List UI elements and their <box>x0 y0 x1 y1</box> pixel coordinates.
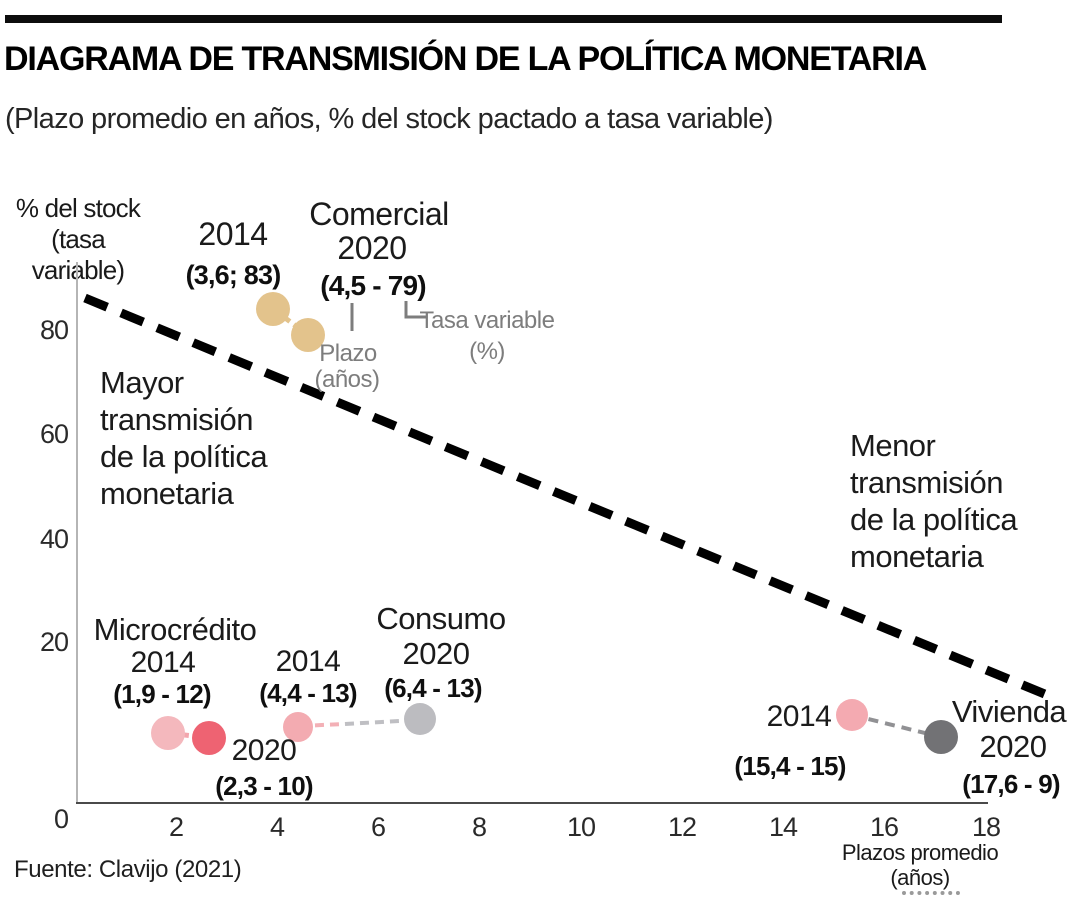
x-tick-4: 4 <box>269 812 285 842</box>
dotted-line-fragment <box>902 891 960 895</box>
x-tick-10: 10 <box>566 812 596 842</box>
chart-subtitle: (Plazo promedio en años, % del stock pac… <box>5 103 773 135</box>
vivienda-2014-year-label: 2014 <box>766 700 832 733</box>
y-tick-40: 40 <box>39 524 69 554</box>
vivienda-2014-coords-label: (15,4 - 15) <box>734 751 846 781</box>
y-tick-20: 20 <box>39 627 69 657</box>
consumo-2014-coords-label: (4,4 - 13) <box>259 678 357 708</box>
y-tick-60: 60 <box>39 419 69 449</box>
menor-line2: transmisión <box>850 465 1004 500</box>
menor-line3: de la política <box>850 502 1018 537</box>
y-axis-line <box>76 262 78 803</box>
vivienda-2014-point <box>836 699 868 731</box>
y-axis-title-line1: % del stock <box>15 193 141 223</box>
x-tick-16: 16 <box>869 812 899 842</box>
x-tick-14: 14 <box>768 812 798 842</box>
plazo-callout-line1: Plazo <box>319 340 377 367</box>
y-axis-title-line2: (tasa variable) <box>32 224 125 285</box>
comercial-2020-year-label: 2020 <box>337 230 407 266</box>
comercial-2014-coords-label: (3,6; 83) <box>185 260 282 290</box>
chart-title: DIAGRAMA DE TRANSMISIÓN DE LA POLÍTICA M… <box>4 40 927 78</box>
microcredito-2020-coords-label: (2,3 - 10) <box>215 771 313 801</box>
consumo-connector-line-gray <box>344 718 419 726</box>
mayor-line2: transmisión <box>100 402 254 437</box>
menor-transmision-annotation: Menor transmisión de la política monetar… <box>850 427 1018 575</box>
y-tick-80: 80 <box>39 315 69 345</box>
y-axis-title: % del stock (tasa variable) <box>8 193 148 286</box>
consumo-2014-year-label: 2014 <box>275 645 341 678</box>
mayor-line4: monetaria <box>100 476 234 511</box>
source-note: Fuente: Clavijo (2021) <box>14 856 242 883</box>
menor-line1: Menor <box>850 428 936 463</box>
comercial-name-label: Comercial <box>309 196 449 232</box>
vivienda-2020-year-label: 2020 <box>979 729 1047 764</box>
plazo-callout-line2: (años) <box>314 366 380 393</box>
comercial-2014-year-label: 2014 <box>198 216 268 252</box>
x-axis-title-line1: Plazos promedio <box>841 840 999 865</box>
origin-tick-0: 0 <box>53 804 69 834</box>
x-axis-line <box>76 802 988 804</box>
top-rule <box>5 15 1002 23</box>
vivienda-name-label: Vivienda <box>951 694 1067 729</box>
microcredito-2020-point <box>192 721 226 755</box>
x-axis-title-line2: (años) <box>890 865 950 890</box>
microcredito-2020-year-label: 2020 <box>231 734 297 767</box>
x-axis-title: Plazos promedio (años) <box>830 840 1010 890</box>
consumo-2020-year-label: 2020 <box>402 636 470 671</box>
x-tick-2: 2 <box>168 812 184 842</box>
microcredito-name-label: Microcrédito <box>93 612 257 647</box>
vivienda-2020-coords-label: (17,6 - 9) <box>962 769 1060 799</box>
menor-line4: monetaria <box>850 539 984 574</box>
consumo-name-label: Consumo <box>376 601 506 636</box>
mayor-transmision-annotation: Mayor transmisión de la política monetar… <box>100 364 268 512</box>
microcredito-2014-point <box>151 716 185 750</box>
consumo-connector-line-pink <box>299 722 346 728</box>
consumo-2020-point <box>404 703 436 735</box>
tasa-variable-callout-line2: (%) <box>469 338 505 365</box>
mayor-line3: de la política <box>100 439 268 474</box>
x-tick-8: 8 <box>471 812 487 842</box>
microcredito-connector-line <box>167 730 210 741</box>
comercial-2014-point <box>256 292 290 326</box>
tasa-variable-callout-line1: Tasa variable <box>419 307 555 334</box>
mayor-line1: Mayor <box>100 365 184 400</box>
microcredito-2014-year-label: 2014 <box>130 646 196 679</box>
microcredito-2014-coords-label: (1,9 - 12) <box>113 679 211 709</box>
consumo-2020-coords-label: (6,4 - 13) <box>384 673 482 703</box>
comercial-connector-line <box>271 306 310 338</box>
x-tick-18: 18 <box>971 812 1001 842</box>
x-tick-6: 6 <box>370 812 386 842</box>
vivienda-connector-line <box>851 713 942 739</box>
comercial-2020-coords-label: (4,5 - 79) <box>320 270 426 301</box>
x-tick-12: 12 <box>667 812 697 842</box>
